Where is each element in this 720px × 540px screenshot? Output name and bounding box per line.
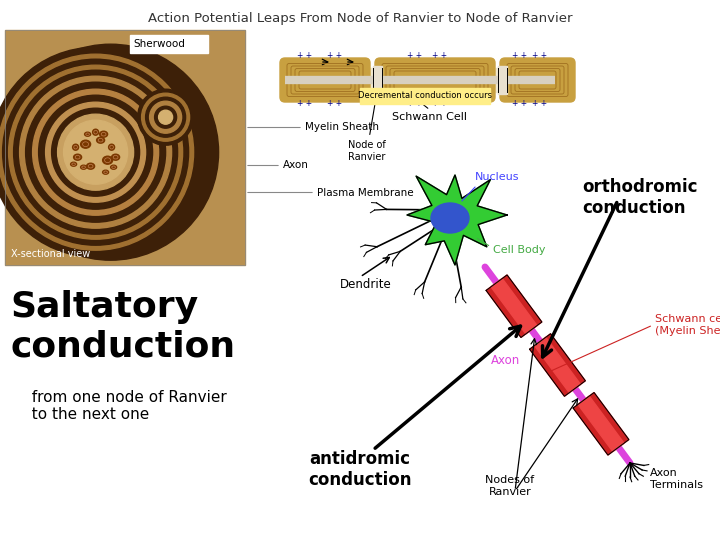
Text: Sherwood: Sherwood (134, 39, 186, 49)
Text: antidromic
conduction: antidromic conduction (308, 450, 412, 489)
Polygon shape (491, 279, 537, 334)
Ellipse shape (111, 165, 117, 169)
Text: Schwann Cell: Schwann Cell (392, 112, 467, 122)
Text: X-sectional view: X-sectional view (11, 249, 90, 259)
Text: Nodes of
Ranvier: Nodes of Ranvier (485, 475, 534, 497)
Text: Axon: Axon (491, 354, 521, 367)
Ellipse shape (73, 144, 78, 150)
Circle shape (26, 82, 166, 222)
Circle shape (0, 47, 201, 257)
Circle shape (14, 70, 178, 234)
Circle shape (52, 108, 140, 196)
Text: Action Potential Leaps From Node of Ranvier to Node of Ranvier: Action Potential Leaps From Node of Ranv… (148, 12, 572, 25)
Text: + +: + + (532, 99, 548, 109)
Text: from one node of Ranvier
  to the next one: from one node of Ranvier to the next one (22, 390, 227, 422)
FancyBboxPatch shape (500, 58, 575, 102)
Text: Saltatory
conduction: Saltatory conduction (10, 290, 235, 363)
Ellipse shape (73, 154, 81, 160)
Circle shape (155, 106, 176, 128)
Ellipse shape (81, 165, 86, 169)
Circle shape (39, 95, 153, 209)
Text: + +: + + (433, 51, 448, 60)
FancyBboxPatch shape (375, 58, 495, 102)
Circle shape (32, 89, 158, 215)
Text: + +: + + (433, 99, 448, 109)
Bar (130, 35, 208, 53)
Text: Axon: Axon (283, 160, 309, 171)
Circle shape (145, 97, 186, 137)
Text: + +: + + (297, 99, 312, 109)
Text: + +: + + (328, 51, 343, 60)
Text: + +: + + (513, 99, 528, 109)
Ellipse shape (109, 144, 114, 150)
Text: Axon
Terminals: Axon Terminals (650, 468, 703, 490)
Ellipse shape (71, 162, 76, 166)
Text: + +: + + (408, 99, 423, 109)
Text: orthodromic
conduction: orthodromic conduction (582, 178, 698, 217)
Text: + +: + + (532, 51, 548, 60)
Circle shape (158, 110, 173, 124)
Ellipse shape (96, 137, 104, 143)
Polygon shape (534, 338, 580, 393)
Circle shape (150, 101, 181, 133)
Polygon shape (486, 275, 542, 338)
Bar (283, 68, 557, 92)
Text: Plasma Membrane: Plasma Membrane (317, 187, 413, 198)
Text: Nucleus: Nucleus (475, 172, 520, 182)
Bar (373, 66, 382, 94)
FancyBboxPatch shape (280, 58, 370, 102)
Circle shape (142, 93, 189, 141)
Text: Schwann cell
(Myelin Sheath): Schwann cell (Myelin Sheath) (655, 314, 720, 336)
Ellipse shape (431, 203, 469, 233)
Circle shape (138, 89, 194, 145)
Circle shape (58, 114, 134, 190)
Ellipse shape (86, 163, 94, 169)
Circle shape (3, 59, 189, 245)
Circle shape (19, 76, 171, 228)
Ellipse shape (112, 154, 120, 160)
Bar (498, 66, 507, 94)
Text: Decremental conduction occurs: Decremental conduction occurs (358, 91, 492, 100)
Circle shape (3, 44, 219, 260)
Circle shape (9, 65, 183, 239)
Text: Myelin Sheath: Myelin Sheath (305, 123, 379, 132)
Polygon shape (530, 334, 585, 396)
Polygon shape (578, 396, 624, 451)
Ellipse shape (81, 140, 91, 148)
Text: + +: + + (297, 51, 312, 60)
Ellipse shape (102, 170, 109, 174)
Ellipse shape (93, 129, 99, 135)
Ellipse shape (102, 156, 112, 164)
Text: Dendrite: Dendrite (340, 279, 392, 292)
Bar (5, 30, 245, 265)
Bar (5, 30, 245, 265)
Circle shape (45, 102, 145, 202)
Text: Cell Body: Cell Body (493, 245, 546, 255)
Ellipse shape (85, 132, 91, 136)
Text: Node of
Ranvier: Node of Ranvier (348, 94, 386, 161)
Polygon shape (573, 393, 629, 455)
Ellipse shape (99, 131, 107, 137)
Text: + +: + + (328, 99, 343, 109)
Bar (360, 88, 490, 104)
Polygon shape (407, 175, 507, 265)
Text: + +: + + (513, 51, 528, 60)
Circle shape (63, 120, 127, 184)
Text: + +: + + (408, 51, 423, 60)
Circle shape (0, 54, 194, 250)
